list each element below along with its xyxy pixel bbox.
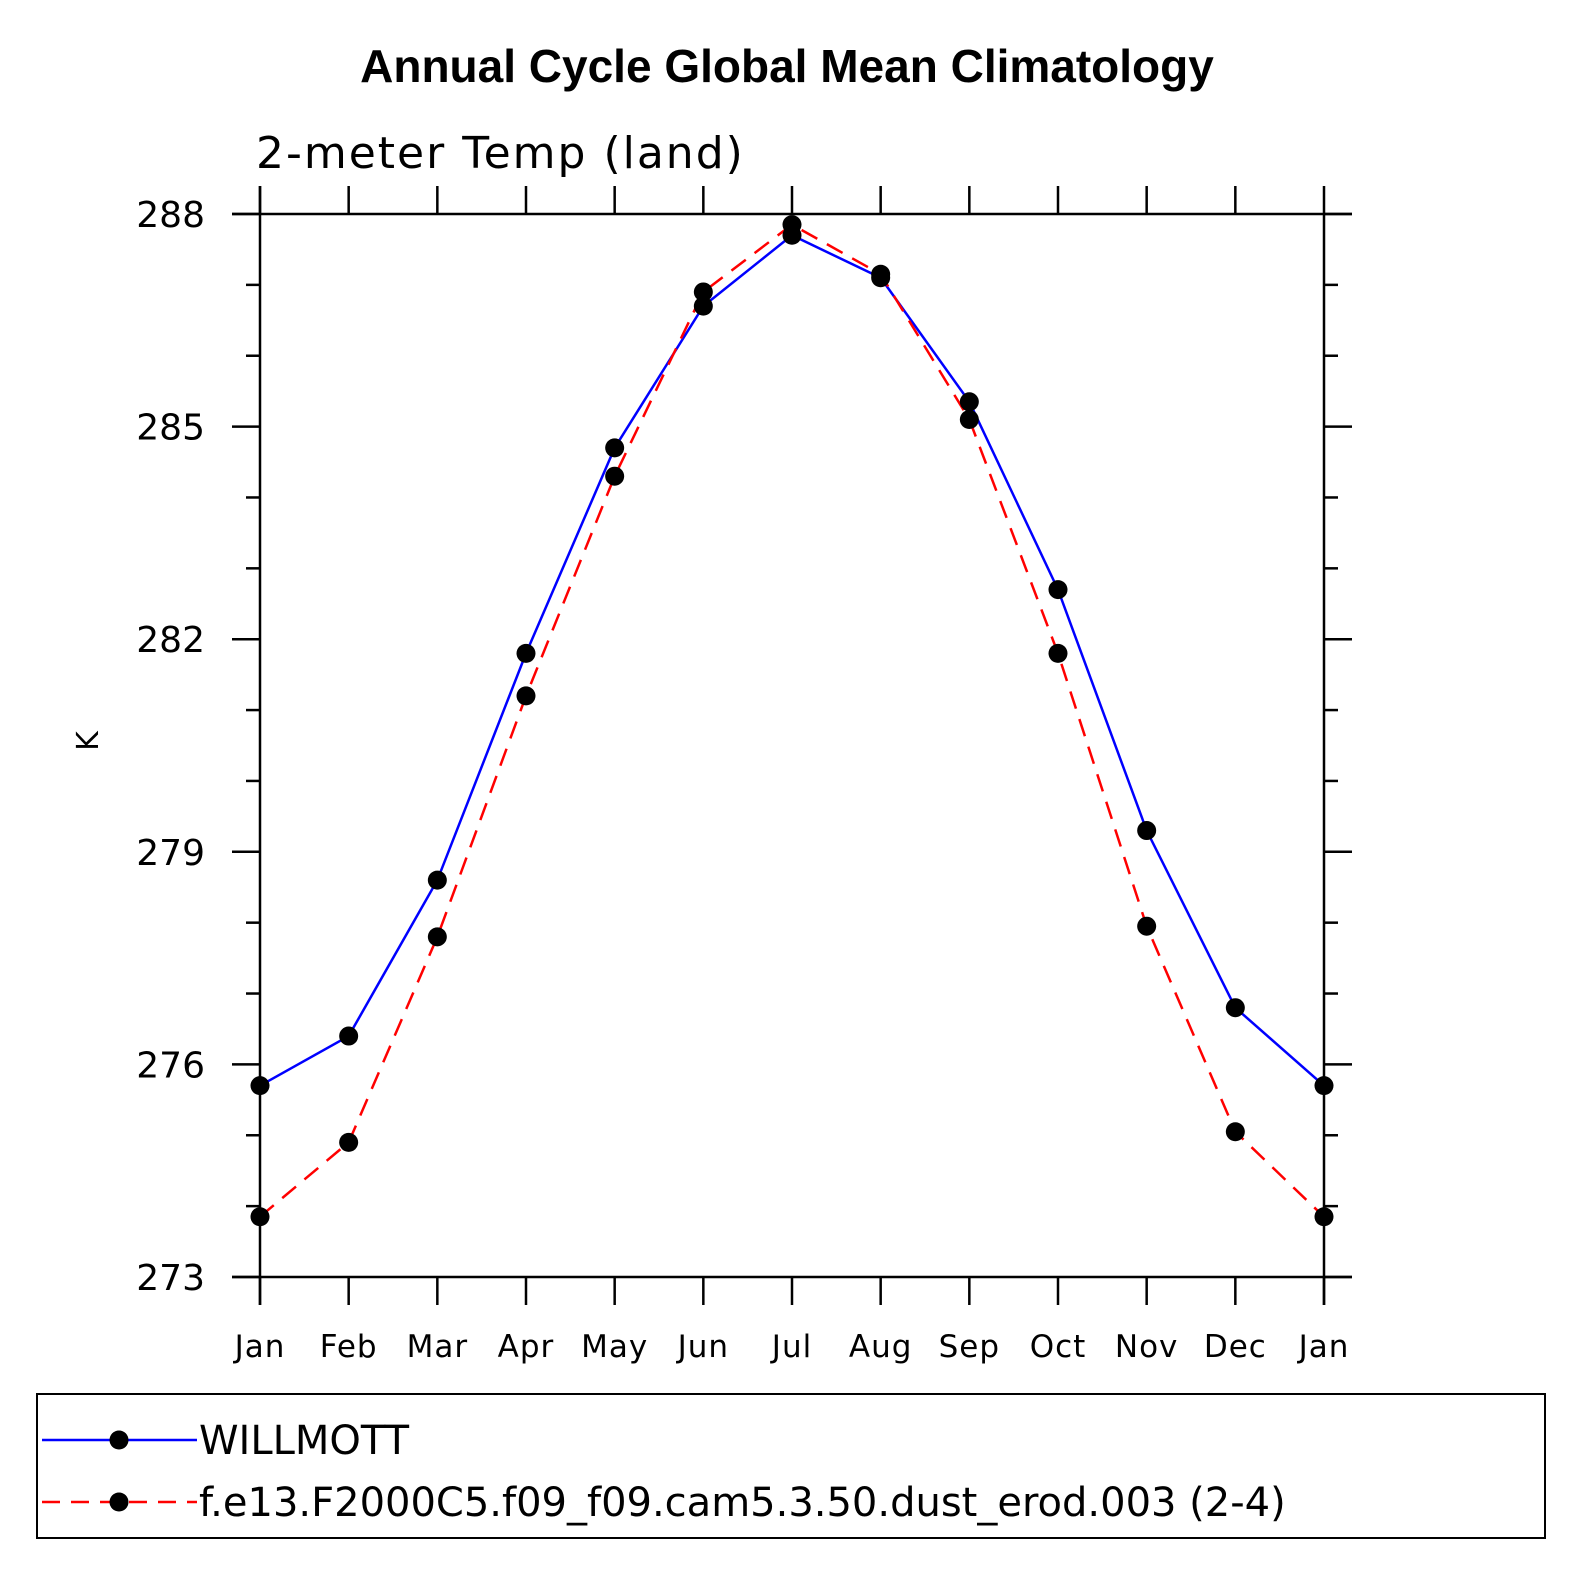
series-line-1: [259, 233, 1325, 1087]
x-tick-label: Jul: [770, 1329, 812, 1365]
x-tick-label: Jan: [233, 1329, 286, 1365]
y-tick-label: 276: [136, 1045, 205, 1086]
y-tick-label: 288: [136, 195, 205, 236]
y-tick-label: 279: [136, 833, 205, 874]
data-point-series-1: [959, 392, 979, 412]
data-point-series-2: [250, 1207, 270, 1227]
legend-marker-1: [109, 1430, 129, 1450]
x-tick-label: Oct: [1030, 1329, 1087, 1365]
x-tick-label: Mar: [407, 1329, 469, 1365]
data-point-series-2: [516, 686, 536, 706]
x-tick-label: Sep: [939, 1329, 1000, 1365]
x-tick-label: Apr: [498, 1329, 555, 1365]
data-point-series-2: [1225, 1122, 1245, 1142]
data-point-series-1: [516, 643, 536, 663]
data-point-series-2: [1314, 1207, 1334, 1227]
y-tick-label: 285: [136, 408, 205, 449]
data-point-series-2: [339, 1132, 359, 1152]
x-tick-label: Feb: [320, 1329, 378, 1365]
y-tick-label: 273: [136, 1258, 205, 1299]
data-point-series-2: [605, 466, 625, 486]
data-point-series-1: [339, 1026, 359, 1046]
chart-title: Annual Cycle Global Mean Climatology: [360, 40, 1214, 92]
data-point-series-2: [427, 927, 447, 947]
x-tick-label: Dec: [1204, 1329, 1267, 1365]
x-tick-label: Jan: [1297, 1329, 1350, 1365]
data-point-series-1: [1137, 821, 1157, 841]
y-axis-label: K: [71, 730, 106, 751]
x-tick-label: Nov: [1115, 1329, 1179, 1365]
data-points: [250, 215, 1334, 1227]
data-point-series-2: [871, 264, 891, 284]
data-point-series-1: [1225, 998, 1245, 1018]
x-tick-label: Aug: [849, 1329, 913, 1365]
tick-labels: 273 276 279 282 285 288 Jan Feb Mar Apr May Jun Jul A…: [136, 195, 1350, 1365]
data-point-series-1: [1314, 1076, 1334, 1096]
series-line-2: [259, 223, 1325, 1218]
chart-subtitle: 2-meter Temp (land): [256, 128, 745, 179]
data-point-series-2: [1048, 643, 1068, 663]
legend-marker-2: [109, 1492, 129, 1512]
legend-label-2: f.e13.F2000C5.f09_f09.cam5.3.50.dust_ero…: [199, 1480, 1286, 1526]
legend: WILLMOTT f.e13.F2000C5.f09_f09.cam5.3.50.…: [42, 1418, 1286, 1526]
data-point-series-1: [605, 438, 625, 458]
y-tick-label: 282: [136, 620, 205, 661]
tick-marks: [232, 186, 1352, 1305]
axes: [232, 186, 1352, 1305]
data-point-series-1: [693, 296, 713, 316]
data-point-series-1: [1048, 580, 1068, 600]
legend-label-1: WILLMOTT: [199, 1418, 410, 1464]
data-point-series-2: [1137, 916, 1157, 936]
x-tick-label: May: [581, 1329, 648, 1365]
x-tick-label: Jun: [676, 1329, 729, 1365]
data-point-series-2: [693, 282, 713, 302]
data-point-series-2: [782, 215, 802, 235]
series-lines: [259, 223, 1325, 1218]
data-point-series-1: [250, 1076, 270, 1096]
data-point-series-1: [427, 870, 447, 890]
legend-box: [36, 1393, 1546, 1539]
data-point-series-2: [959, 410, 979, 430]
